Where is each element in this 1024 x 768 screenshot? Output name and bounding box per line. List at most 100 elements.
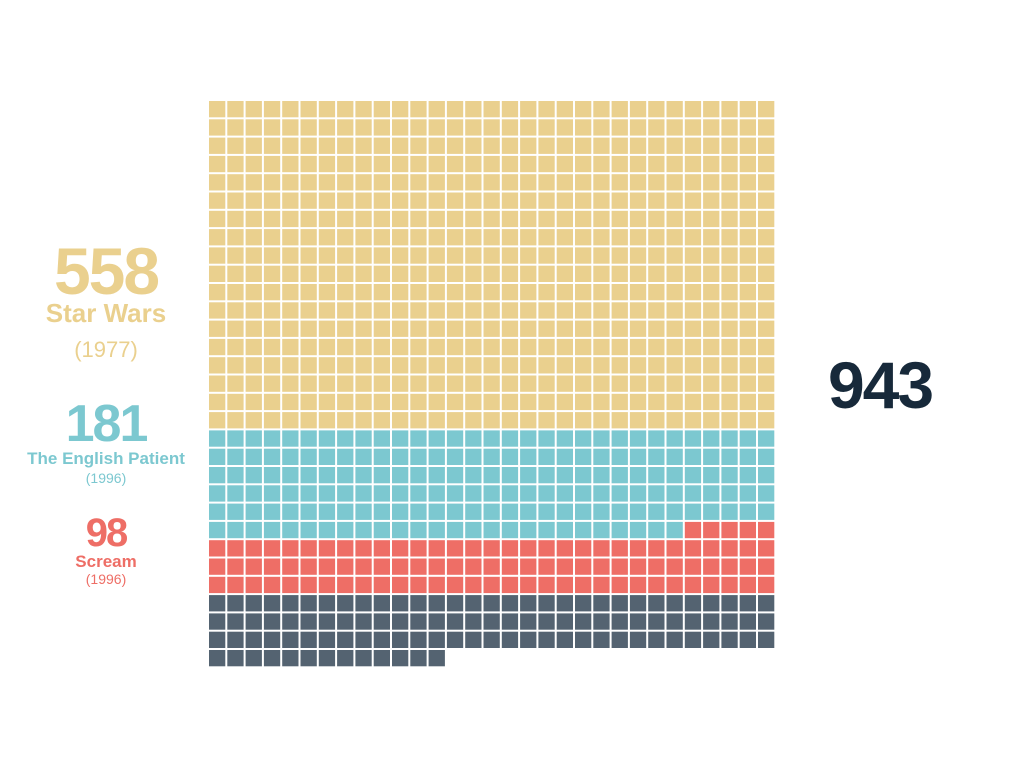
waffle-cell-star-wars (721, 174, 738, 191)
waffle-cell-star-wars (318, 357, 336, 374)
waffle-cell-scream (465, 540, 482, 557)
waffle-cell-star-wars (263, 393, 281, 411)
legend-star-wars: 558 Star Wars (1977) (8, 238, 204, 364)
waffle-cell-the-english-patient (483, 521, 500, 539)
waffle-cell-scream (483, 558, 500, 575)
waffle-cell-star-wars (446, 247, 464, 264)
waffle-cell-star-wars (446, 357, 464, 374)
waffle-cell-star-wars (465, 137, 482, 154)
waffle-cell-the-english-patient (739, 503, 756, 520)
waffle-cell-scream (520, 540, 537, 557)
waffle-cell-the-english-patient (263, 485, 281, 502)
waffle-cell-the-english-patient (465, 503, 482, 520)
waffle-cell-the-english-patient (209, 521, 226, 539)
waffle-cell-star-wars (703, 412, 720, 429)
waffle-cell-the-english-patient (556, 485, 573, 502)
waffle-cell-star-wars (648, 265, 665, 282)
waffle-cell-star-wars (465, 229, 482, 246)
waffle-cell-star-wars (684, 192, 702, 209)
waffle-cell-the-english-patient (263, 448, 281, 465)
waffle-cell-scream (684, 558, 702, 575)
waffle-cell-scream (666, 558, 683, 575)
waffle-cell-scream (483, 576, 500, 594)
waffle-cell-star-wars (556, 284, 573, 301)
waffle-cell-the-english-patient (556, 503, 573, 520)
waffle-cell-other (465, 613, 482, 630)
waffle-cell-star-wars (739, 302, 756, 319)
waffle-cell-the-english-patient (428, 430, 445, 447)
waffle-cell-star-wars (483, 174, 500, 191)
waffle-cell-star-wars (721, 137, 738, 154)
waffle-cell-star-wars (355, 357, 372, 374)
waffle-cell-star-wars (392, 412, 409, 429)
waffle-cell-star-wars (593, 210, 610, 228)
waffle-cell-scream (392, 558, 409, 575)
waffle-cell-star-wars (318, 302, 336, 319)
waffle-cell-star-wars (446, 155, 464, 173)
waffle-cell-star-wars (739, 393, 756, 411)
waffle-cell-star-wars (318, 119, 336, 136)
waffle-cell-star-wars (428, 247, 445, 264)
waffle-cell-the-english-patient (703, 503, 720, 520)
waffle-cell-the-english-patient (209, 448, 226, 465)
waffle-cell-star-wars (593, 265, 610, 282)
waffle-cell-other (556, 595, 573, 612)
waffle-cell-star-wars (428, 210, 445, 228)
waffle-cell-star-wars (410, 375, 427, 392)
waffle-cell-other (337, 595, 354, 612)
waffle-cell-the-english-patient (739, 467, 756, 484)
waffle-cell-other (318, 613, 336, 630)
waffle-cell-other (428, 613, 445, 630)
waffle-cell-other (355, 613, 372, 630)
waffle-cell-other (611, 631, 628, 648)
waffle-cell-star-wars (684, 210, 702, 228)
waffle-cell-star-wars (263, 302, 281, 319)
waffle-cell-star-wars (209, 375, 226, 392)
waffle-cell-other (446, 631, 464, 648)
waffle-cell-star-wars (648, 247, 665, 264)
waffle-cell-other (410, 595, 427, 612)
waffle-cell-the-english-patient (629, 485, 647, 502)
waffle-cell-star-wars (575, 210, 592, 228)
waffle-cell-scream (209, 576, 226, 594)
waffle-cell-the-english-patient (227, 430, 244, 447)
waffle-cell-star-wars (245, 192, 262, 209)
waffle-cell-the-english-patient (465, 485, 482, 502)
waffle-cell-other (300, 595, 317, 612)
waffle-cell-star-wars (446, 393, 464, 411)
waffle-cell-the-english-patient (446, 467, 464, 484)
waffle-cell-star-wars (227, 101, 244, 118)
waffle-cell-star-wars (483, 320, 500, 337)
waffle-cell-scream (337, 558, 354, 575)
waffle-cell-star-wars (501, 155, 519, 173)
waffle-cell-scream (392, 576, 409, 594)
waffle-cell-star-wars (355, 210, 372, 228)
waffle-cell-star-wars (648, 357, 665, 374)
waffle-cell-the-english-patient (758, 503, 775, 520)
waffle-cell-star-wars (593, 155, 610, 173)
waffle-cell-star-wars (263, 119, 281, 136)
waffle-cell-scream (758, 558, 775, 575)
waffle-cell-star-wars (373, 357, 390, 374)
waffle-cell-other (520, 631, 537, 648)
waffle-cell-star-wars (593, 375, 610, 392)
waffle-cell-the-english-patient (245, 430, 262, 447)
waffle-cell-star-wars (263, 320, 281, 337)
waffle-cell-star-wars (684, 412, 702, 429)
waffle-cell-the-english-patient (373, 521, 390, 539)
waffle-cell-star-wars (245, 338, 262, 356)
waffle-cell-star-wars (739, 338, 756, 356)
waffle-cell-other (227, 650, 244, 667)
waffle-cell-star-wars (483, 375, 500, 392)
waffle-cell-star-wars (556, 137, 573, 154)
waffle-cell-star-wars (721, 101, 738, 118)
waffle-cell-star-wars (703, 101, 720, 118)
waffle-cell-star-wars (611, 192, 628, 209)
waffle-cell-star-wars (666, 338, 683, 356)
waffle-cell-star-wars (593, 357, 610, 374)
waffle-cell-scream (355, 558, 372, 575)
waffle-cell-star-wars (593, 137, 610, 154)
waffle-cell-star-wars (465, 192, 482, 209)
waffle-cell-the-english-patient (355, 448, 372, 465)
waffle-cell-star-wars (739, 101, 756, 118)
